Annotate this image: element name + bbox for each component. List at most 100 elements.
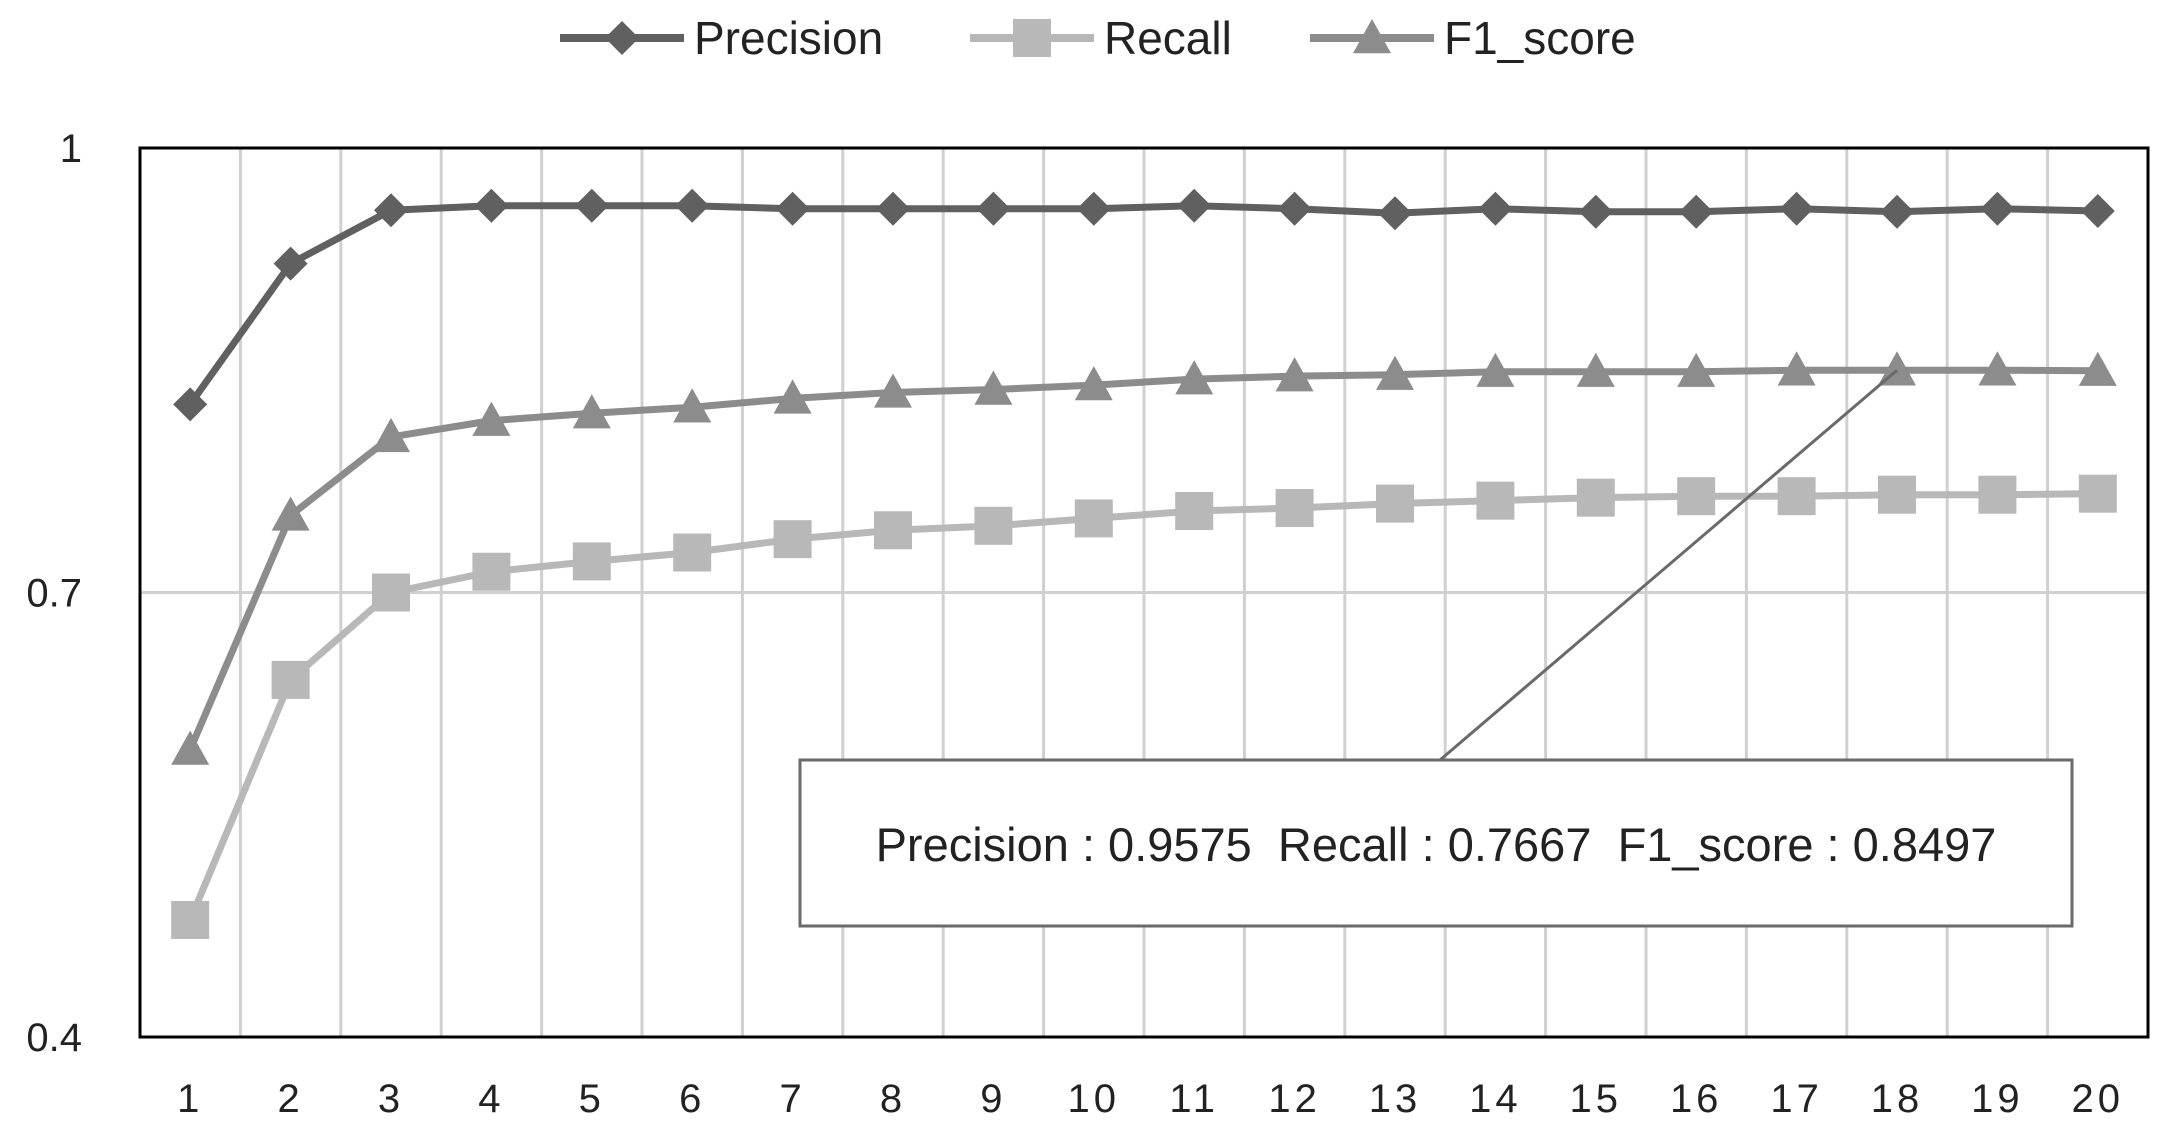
data-point-recall bbox=[974, 506, 1013, 545]
data-point-precision bbox=[2080, 193, 2115, 228]
data-point-precision bbox=[1076, 191, 1111, 226]
data-point-recall bbox=[1074, 499, 1113, 538]
y-tick-label: 0.4 bbox=[26, 1016, 82, 1060]
data-point-recall bbox=[1777, 477, 1816, 516]
data-point-precision bbox=[474, 188, 509, 223]
annotation-leader-line bbox=[1439, 369, 1898, 762]
x-tick-label: 13 bbox=[1369, 1077, 1422, 1121]
data-point-f1 bbox=[1978, 351, 2017, 386]
legend-marker-icon bbox=[1353, 19, 1391, 54]
x-tick-label: 16 bbox=[1670, 1077, 1723, 1121]
data-point-f1 bbox=[472, 401, 511, 436]
data-point-precision bbox=[173, 387, 208, 422]
x-tick-label: 1 bbox=[177, 1077, 203, 1121]
legend-item-precision: Precision bbox=[560, 12, 883, 64]
annotation-text: Precision : 0.9575 Recall : 0.7667 F1_sc… bbox=[876, 818, 1997, 871]
x-tick-label: 15 bbox=[1570, 1077, 1623, 1121]
data-point-precision bbox=[1679, 194, 1714, 229]
data-point-f1 bbox=[1376, 355, 1414, 390]
data-point-precision bbox=[1378, 196, 1412, 231]
data-point-recall bbox=[773, 520, 812, 559]
data-point-recall bbox=[874, 511, 912, 550]
legend-label: F1_score bbox=[1444, 12, 1636, 64]
y-axis-ticks: 0.4 0.7 1 bbox=[26, 127, 82, 1060]
data-point-precision bbox=[675, 188, 710, 223]
x-tick-label: 9 bbox=[980, 1077, 1006, 1121]
x-tick-label: 8 bbox=[880, 1077, 906, 1121]
data-point-f1 bbox=[572, 394, 611, 429]
x-axis-ticks: 1 2 3 4 5 6 7 8 9 10 11 12 13 14 15 16 17 18 19 20 bbox=[177, 1077, 2125, 1121]
data-point-f1 bbox=[1777, 351, 1816, 386]
data-point-recall bbox=[2078, 474, 2117, 513]
x-tick-label: 7 bbox=[779, 1077, 805, 1121]
data-point-f1 bbox=[1175, 360, 1214, 395]
data-point-f1 bbox=[171, 730, 210, 765]
data-point-f1 bbox=[271, 496, 310, 531]
data-point-recall bbox=[271, 660, 310, 699]
data-point-precision bbox=[876, 191, 910, 226]
x-tick-label: 18 bbox=[1871, 1077, 1924, 1121]
legend: Precision Recall F1_score bbox=[560, 12, 1636, 64]
data-point-recall bbox=[1175, 492, 1214, 531]
data-point-precision bbox=[1980, 191, 2015, 226]
data-point-f1 bbox=[974, 370, 1013, 405]
y-tick-label: 1 bbox=[60, 127, 82, 171]
data-point-precision bbox=[574, 188, 609, 223]
series-precision bbox=[173, 188, 2115, 422]
data-point-recall bbox=[1376, 484, 1414, 523]
data-point-recall bbox=[572, 542, 611, 581]
data-point-recall bbox=[1978, 475, 2017, 514]
legend-label: Recall bbox=[1104, 12, 1232, 64]
data-point-precision bbox=[1880, 194, 1914, 229]
data-point-recall bbox=[1878, 475, 1916, 514]
data-point-f1 bbox=[874, 373, 912, 408]
data-point-precision bbox=[1177, 188, 1212, 223]
legend-marker-icon bbox=[605, 21, 639, 55]
data-point-f1 bbox=[1275, 357, 1314, 392]
legend-label: Precision bbox=[694, 12, 883, 64]
data-point-recall bbox=[1576, 478, 1615, 517]
x-tick-label: 11 bbox=[1169, 1077, 1219, 1121]
x-tick-label: 19 bbox=[1971, 1077, 2024, 1121]
plot-frame bbox=[138, 146, 2150, 1039]
y-tick-label: 0.7 bbox=[26, 572, 82, 616]
data-point-precision bbox=[1779, 191, 1814, 226]
data-point-recall bbox=[1275, 489, 1314, 528]
data-point-precision bbox=[775, 191, 810, 226]
data-point-recall bbox=[372, 573, 410, 612]
series-line-f1 bbox=[186, 366, 2098, 751]
data-point-recall bbox=[1476, 481, 1515, 520]
data-point-f1 bbox=[1476, 352, 1515, 387]
series-recall bbox=[171, 474, 2117, 939]
data-point-precision bbox=[976, 191, 1011, 226]
data-point-precision bbox=[1478, 191, 1513, 226]
x-tick-label: 12 bbox=[1268, 1077, 1321, 1121]
data-point-f1 bbox=[1074, 366, 1113, 401]
legend-marker-icon bbox=[1013, 19, 1051, 57]
data-point-f1 bbox=[773, 379, 812, 414]
data-point-recall bbox=[472, 552, 511, 591]
data-point-f1 bbox=[1677, 352, 1716, 387]
data-point-recall bbox=[171, 900, 210, 939]
legend-item-recall: Recall bbox=[970, 12, 1232, 64]
data-point-f1 bbox=[2078, 351, 2117, 386]
x-tick-label: 3 bbox=[378, 1077, 404, 1121]
data-point-f1 bbox=[372, 417, 410, 453]
annotation: Precision : 0.9575 Recall : 0.7667 F1_sc… bbox=[798, 369, 2074, 928]
data-point-recall bbox=[1677, 477, 1716, 516]
x-tick-label: 4 bbox=[478, 1077, 504, 1121]
x-tick-label: 5 bbox=[579, 1077, 605, 1121]
x-tick-label: 14 bbox=[1469, 1077, 1522, 1121]
data-point-recall bbox=[673, 533, 712, 572]
x-tick-label: 17 bbox=[1770, 1077, 1823, 1121]
data-point-f1 bbox=[1576, 352, 1615, 387]
data-point-precision bbox=[374, 193, 408, 228]
data-point-precision bbox=[1277, 191, 1312, 226]
data-point-f1 bbox=[673, 388, 712, 423]
x-tick-label: 10 bbox=[1068, 1077, 1121, 1121]
x-tick-label: 20 bbox=[2072, 1077, 2125, 1121]
annotation-box bbox=[798, 758, 2074, 928]
x-tick-label: 6 bbox=[679, 1077, 705, 1121]
